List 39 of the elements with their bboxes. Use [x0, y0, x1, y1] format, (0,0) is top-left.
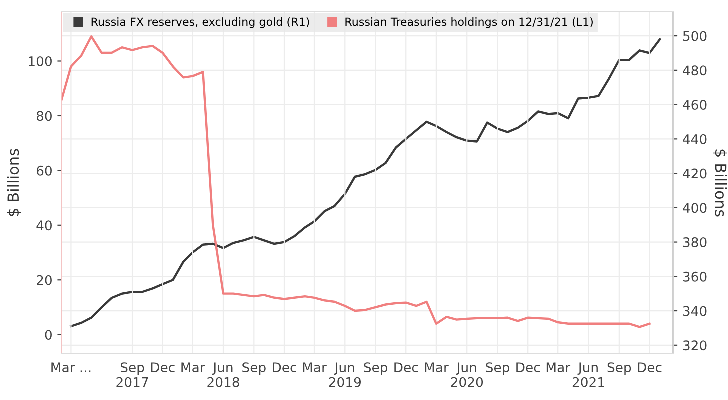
x-tick-label: Dec: [394, 362, 418, 373]
x-tick-label: Mar: [182, 362, 206, 373]
y2-tick-label: 320: [683, 340, 707, 351]
x-tick-label: Jun 2019: [329, 362, 362, 388]
y2-tick-label: 480: [683, 66, 707, 76]
x-tick-label: Mar: [425, 362, 449, 373]
y2-tick-label: 340: [683, 306, 707, 316]
x-tick-label: Mar ...: [52, 362, 91, 373]
y2-tick-label: 380: [683, 238, 707, 248]
x-tick-label: Sep: [242, 362, 266, 376]
y2-tick-label: 440: [683, 134, 707, 144]
y-tick-label: 80: [36, 111, 52, 122]
x-tick-label: Sep: [486, 362, 510, 376]
x-tick-label: Dec: [638, 362, 662, 373]
x-tick-label: Dec: [273, 362, 296, 373]
x-tick-label: Mar: [303, 362, 327, 373]
x-tick-label: Sep: [364, 362, 388, 376]
x-tick-label: Sep 2017: [116, 362, 148, 388]
y2-tick-label: 420: [683, 168, 707, 179]
legend-label: Russian Treasuries holdings on 12/31/21 (L1): [346, 18, 593, 28]
x-tick-label: Jun 2018: [208, 362, 240, 388]
legend-label: Russia FX reserves, excluding gold (R1): [92, 18, 310, 28]
x-tick-label: Jun 2020: [451, 362, 484, 388]
x-tick-label: Dec: [151, 362, 175, 373]
y-tick-label: 60: [36, 166, 52, 176]
x-tick-label: Mar: [546, 362, 571, 373]
y-tick-label: 40: [36, 220, 52, 231]
y2-tick-label: 360: [683, 272, 707, 282]
y2-tick-label: 400: [683, 203, 707, 214]
x-tick-label: Dec: [516, 362, 540, 373]
x-tick-label: Jun 2021: [572, 362, 604, 388]
y-tick-label: 0: [45, 330, 52, 340]
y-tick-label: 100: [29, 56, 52, 66]
y-axis-title: $ Billions: [7, 149, 22, 216]
y-tick-label: 20: [37, 275, 52, 286]
y2-tick-label: 460: [683, 100, 707, 110]
y2-tick-label: 500: [683, 31, 707, 42]
x-tick-label: Sep: [608, 362, 632, 376]
y2-axis-title: $ Billions: [713, 150, 728, 217]
